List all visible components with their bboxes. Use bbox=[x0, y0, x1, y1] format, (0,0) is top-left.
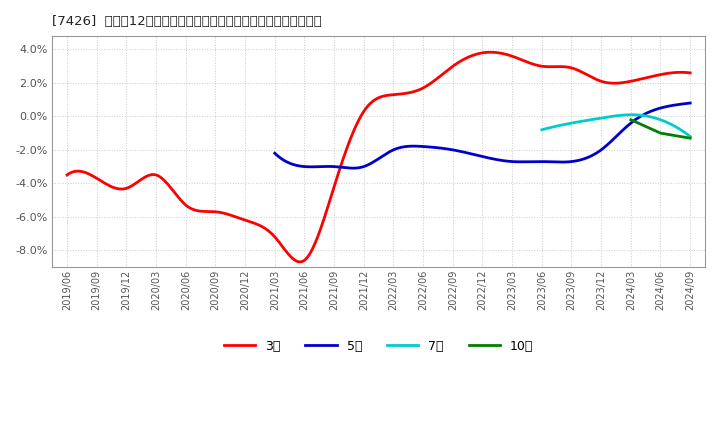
3年 bbox=[576, 69, 585, 74]
3年 bbox=[364, 103, 372, 109]
10年 bbox=[656, 131, 665, 136]
Line: 3年: 3年 bbox=[67, 52, 690, 262]
5年 bbox=[686, 100, 695, 106]
5年 bbox=[271, 150, 279, 156]
5年 bbox=[469, 152, 477, 157]
10年 bbox=[686, 136, 695, 141]
7年 bbox=[626, 112, 634, 117]
7年 bbox=[609, 114, 618, 119]
3年 bbox=[63, 172, 71, 178]
Text: [7426]  売上高12か月移動合計の対前年同期増減率の平均値の推移: [7426] 売上高12か月移動合計の対前年同期増減率の平均値の推移 bbox=[53, 15, 322, 28]
7年 bbox=[660, 118, 668, 124]
3年 bbox=[295, 259, 304, 264]
Legend: 3年, 5年, 7年, 10年: 3年, 5年, 7年, 10年 bbox=[219, 335, 539, 358]
5年 bbox=[471, 152, 480, 158]
5年 bbox=[348, 165, 357, 171]
3年 bbox=[486, 50, 495, 55]
7年 bbox=[618, 113, 626, 118]
5年 bbox=[496, 158, 505, 163]
3年 bbox=[673, 70, 682, 75]
3年 bbox=[360, 108, 369, 114]
7年 bbox=[608, 114, 616, 119]
5年 bbox=[612, 134, 621, 139]
7年 bbox=[686, 134, 695, 139]
7年 bbox=[538, 127, 546, 132]
10年 bbox=[626, 117, 635, 122]
3年 bbox=[435, 74, 444, 80]
Line: 10年: 10年 bbox=[631, 120, 690, 138]
7年 bbox=[683, 132, 691, 137]
3年 bbox=[401, 91, 410, 96]
5年 bbox=[677, 102, 685, 107]
7年 bbox=[627, 112, 636, 117]
3年 bbox=[686, 70, 695, 76]
Line: 7年: 7年 bbox=[542, 115, 690, 136]
Line: 5年: 5年 bbox=[275, 103, 690, 168]
5年 bbox=[518, 159, 527, 165]
